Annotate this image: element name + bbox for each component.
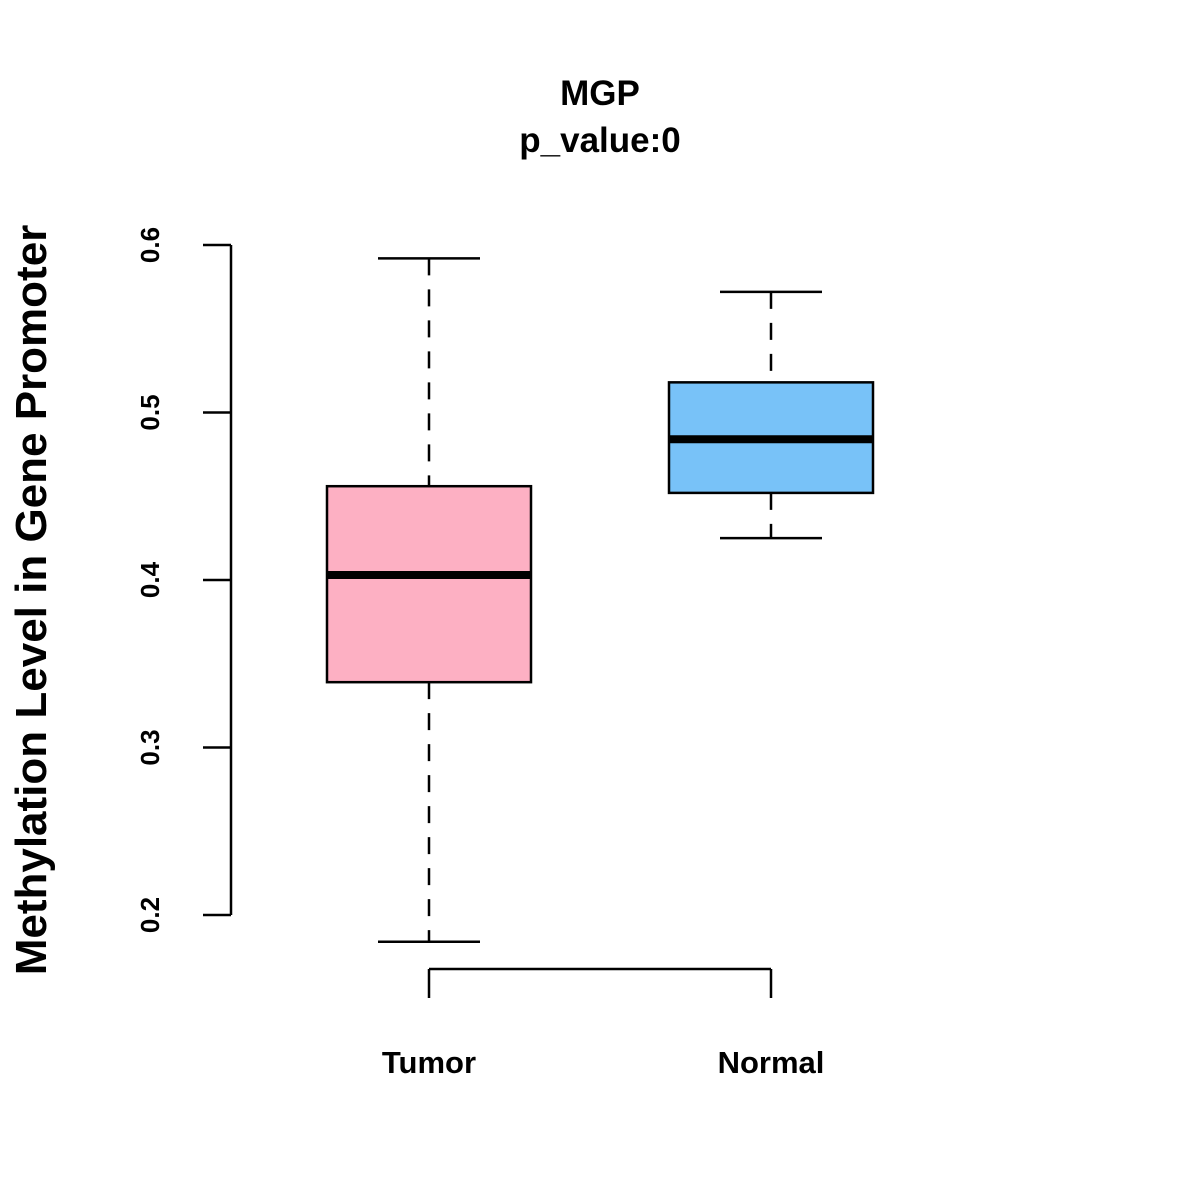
chart-subtitle: p_value:0: [519, 121, 680, 160]
x-tick-label: Tumor: [382, 1045, 476, 1080]
chart-title: MGP: [560, 74, 640, 113]
y-tick-label: 0.6: [135, 227, 165, 263]
boxes: [325, 257, 875, 944]
y-tick-label: 0.3: [135, 729, 165, 765]
y-tick-label: 0.4: [135, 561, 165, 598]
y-axis: 0.2 0.3 0.4 0.5 0.6: [135, 227, 233, 933]
y-axis-label: Methylation Level in Gene Promoter: [7, 225, 56, 976]
y-tick-label: 0.5: [135, 394, 165, 430]
box-normal: [667, 290, 875, 540]
iqr-box: [325, 484, 533, 684]
x-axis: Tumor Normal: [382, 967, 825, 1080]
box-tumor: [325, 257, 533, 944]
x-tick-label: Normal: [718, 1045, 825, 1080]
y-tick-label: 0.2: [135, 897, 165, 933]
